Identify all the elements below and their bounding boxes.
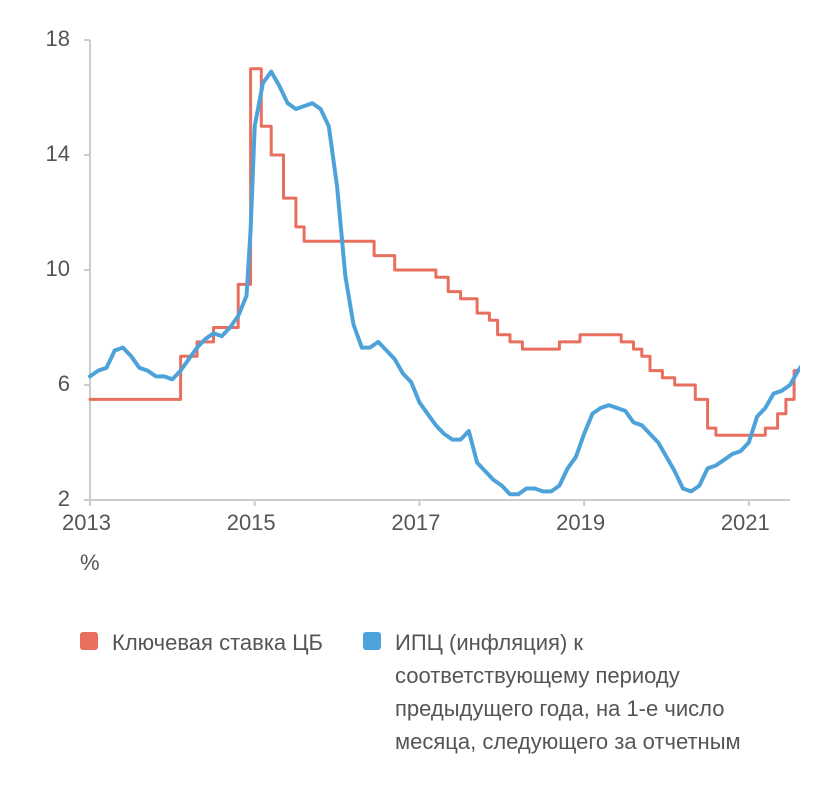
legend-label-key-rate: Ключевая ставка ЦБ: [112, 626, 323, 659]
x-tick-label: 2019: [556, 510, 605, 536]
legend: Ключевая ставка ЦБ ИПЦ (инфляция) к соот…: [80, 626, 799, 758]
y-tick-label: 14: [40, 141, 70, 167]
legend-marker-cpi: [363, 632, 381, 650]
unit-label: %: [80, 550, 799, 576]
chart-svg: [80, 30, 800, 510]
legend-item-key-rate: Ключевая ставка ЦБ: [80, 626, 323, 758]
x-tick-label: 2017: [391, 510, 440, 536]
plot-area: [80, 30, 800, 510]
y-tick-label: 10: [40, 256, 70, 282]
y-tick-label: 18: [40, 26, 70, 52]
legend-item-cpi: ИПЦ (инфляция) к соответствующему период…: [363, 626, 775, 758]
y-tick-label: 6: [40, 371, 70, 397]
x-tick-label: 2015: [227, 510, 276, 536]
x-tick-label: 2021: [721, 510, 770, 536]
legend-label-cpi: ИПЦ (инфляция) к соответствующему период…: [395, 626, 775, 758]
legend-marker-key-rate: [80, 632, 98, 650]
x-tick-label: 2013: [62, 510, 111, 536]
y-tick-label: 2: [40, 486, 70, 512]
chart-container: % Ключевая ставка ЦБ ИПЦ (инфляция) к со…: [0, 0, 839, 805]
